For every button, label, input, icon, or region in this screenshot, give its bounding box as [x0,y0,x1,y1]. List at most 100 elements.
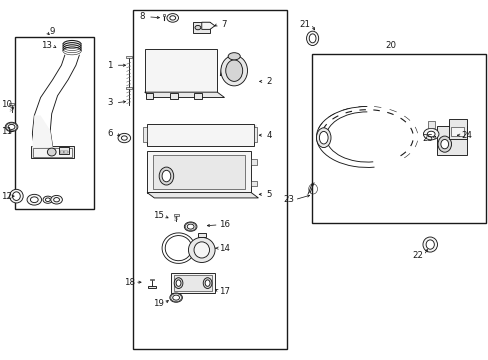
Polygon shape [193,22,209,33]
Bar [311,54,485,223]
Polygon shape [198,233,205,237]
Ellipse shape [174,278,183,288]
Text: 23: 23 [283,195,294,204]
Text: 16: 16 [219,220,229,229]
Text: 22: 22 [412,251,423,260]
Text: 17: 17 [219,287,229,296]
Text: 4: 4 [266,131,272,140]
Ellipse shape [162,170,170,182]
Bar [251,159,256,165]
Circle shape [423,129,438,140]
Text: 5: 5 [266,190,272,199]
Bar [31,146,74,158]
Text: 12: 12 [1,192,12,201]
Bar [174,275,211,291]
Bar [9,103,14,105]
Ellipse shape [194,242,209,258]
Ellipse shape [437,136,450,152]
Polygon shape [147,151,251,193]
Text: 25: 25 [422,134,432,143]
Ellipse shape [319,131,327,144]
Text: 13: 13 [41,41,52,50]
Bar [145,93,153,99]
Circle shape [45,198,50,202]
Circle shape [121,136,127,140]
Bar [150,279,154,280]
Ellipse shape [195,26,201,30]
Bar [125,87,131,89]
Bar [194,93,202,99]
Bar [173,215,178,216]
Ellipse shape [228,53,240,60]
Bar [60,151,64,153]
Circle shape [172,295,179,300]
Text: 2: 2 [266,77,272,86]
Circle shape [51,195,62,204]
Text: 8: 8 [139,12,145,21]
Ellipse shape [306,31,318,45]
Circle shape [169,293,182,302]
Circle shape [187,224,194,229]
Ellipse shape [440,139,447,149]
Bar [427,121,434,129]
Text: 10: 10 [1,100,12,109]
Bar [153,155,245,189]
Polygon shape [144,49,217,92]
Text: 21: 21 [299,19,310,28]
Text: 15: 15 [152,211,163,220]
Ellipse shape [316,128,330,148]
Text: 3: 3 [107,98,112,107]
Text: 24: 24 [460,131,471,140]
Bar [162,14,165,16]
Circle shape [169,16,175,20]
Circle shape [427,131,434,137]
Ellipse shape [225,60,242,81]
Bar [169,93,177,99]
Bar [447,119,466,139]
Circle shape [30,197,38,203]
Ellipse shape [188,237,215,262]
Text: 1: 1 [107,61,112,70]
Polygon shape [144,92,224,98]
Bar [147,124,253,146]
Text: 20: 20 [384,41,395,50]
Bar [253,127,257,142]
Ellipse shape [221,55,247,86]
Bar [251,181,256,186]
Circle shape [166,14,178,22]
Circle shape [8,125,15,130]
Bar [132,10,287,348]
Text: 6: 6 [107,129,112,138]
Text: 7: 7 [222,19,227,28]
Bar [15,37,94,209]
Polygon shape [147,193,258,198]
Text: 18: 18 [123,278,134,287]
Ellipse shape [308,34,315,43]
Polygon shape [148,286,156,288]
Ellipse shape [425,240,433,249]
Bar [171,273,214,293]
Text: 11: 11 [1,127,12,136]
Circle shape [118,134,130,143]
Ellipse shape [422,237,437,252]
Text: 9: 9 [49,27,54,36]
Ellipse shape [10,189,23,203]
Circle shape [5,122,18,132]
Bar [449,127,463,136]
Ellipse shape [205,280,209,286]
Text: 19: 19 [152,299,163,308]
Polygon shape [202,22,214,30]
Ellipse shape [159,167,173,185]
Bar [125,56,131,58]
Bar [33,148,72,157]
Circle shape [54,198,60,202]
Bar [437,126,466,155]
Bar [64,151,68,153]
Bar [143,127,147,142]
Circle shape [27,194,41,205]
Polygon shape [32,116,53,148]
Circle shape [43,196,53,203]
Ellipse shape [176,280,181,286]
Ellipse shape [47,148,56,156]
Ellipse shape [203,278,211,288]
